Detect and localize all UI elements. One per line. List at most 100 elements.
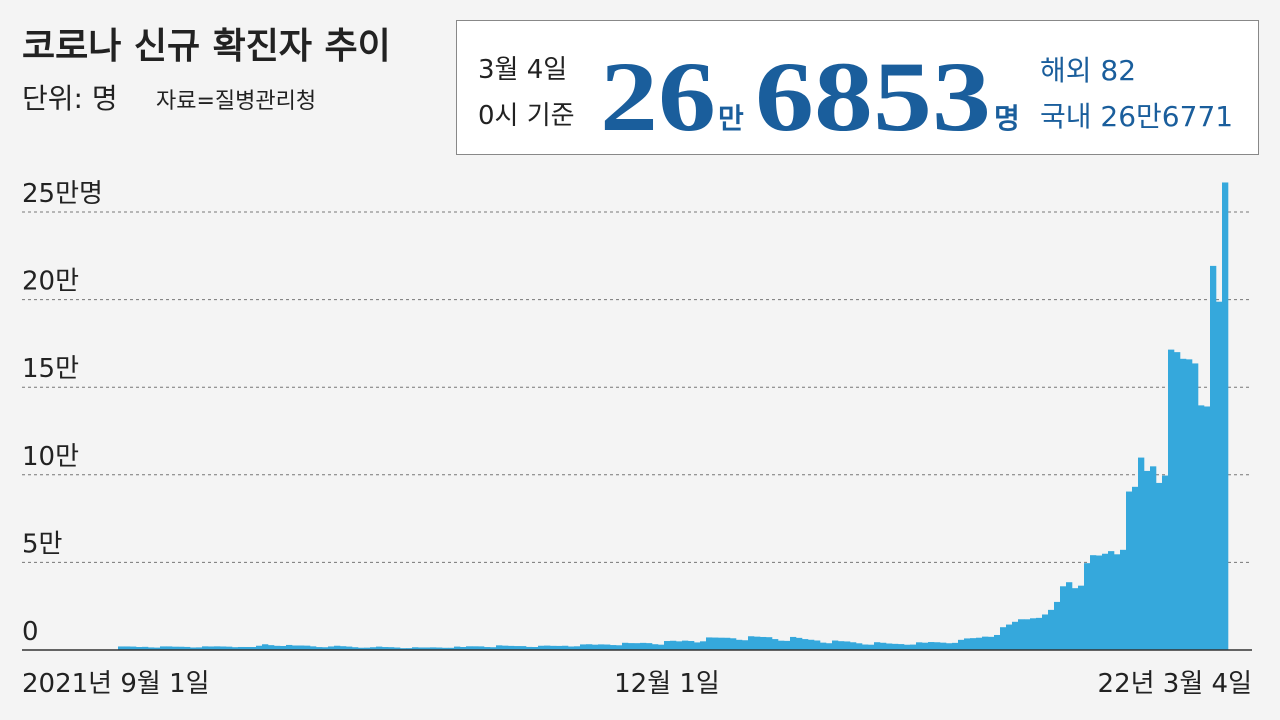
bar: [196, 647, 203, 650]
bar: [664, 641, 671, 650]
bar: [1222, 182, 1229, 650]
bar: [130, 646, 137, 650]
bar: [736, 639, 743, 650]
bar: [628, 643, 635, 650]
bar: [328, 646, 335, 650]
bar: [124, 646, 131, 650]
bar: [580, 644, 587, 650]
bar: [256, 645, 263, 650]
bar: [382, 647, 389, 650]
bar: [856, 643, 863, 650]
bar: [160, 646, 167, 650]
bar: [640, 642, 647, 650]
bar: [742, 640, 749, 650]
bar: [298, 645, 305, 650]
bar: [550, 645, 557, 650]
bar: [484, 647, 491, 650]
bar: [748, 636, 755, 650]
bar: [694, 642, 701, 650]
bar: [556, 645, 563, 650]
bar: [1192, 363, 1199, 650]
headline-basis: 0시 기준: [478, 101, 575, 131]
x-tick-label: 2021년 9월 1일: [22, 669, 210, 699]
bar: [172, 646, 179, 650]
bar: [772, 639, 779, 650]
bar: [832, 640, 839, 650]
y-tick-label: 10만: [22, 442, 79, 472]
bar: [952, 642, 959, 650]
bar: [994, 634, 1001, 650]
bar: [508, 645, 515, 650]
bar: [1000, 627, 1007, 650]
bar: [430, 647, 437, 650]
bar: [184, 646, 191, 650]
bar: [154, 647, 161, 650]
unit-label: 단위: 명: [22, 82, 118, 115]
bar: [982, 636, 989, 650]
bar: [1108, 551, 1115, 650]
bar: [1042, 614, 1049, 650]
bar: [682, 640, 689, 650]
bar: [652, 644, 659, 650]
bar: [262, 644, 269, 650]
bar: [910, 644, 917, 650]
bar: [778, 640, 785, 650]
bar: [1120, 549, 1127, 650]
bar: [892, 643, 899, 650]
bar: [388, 647, 395, 650]
bar: [490, 647, 497, 650]
bar: [214, 646, 221, 650]
bar: [922, 642, 929, 650]
bar: [712, 637, 719, 650]
y-tick-label: 25만명: [22, 179, 103, 209]
bar: [1186, 359, 1193, 650]
bar: [232, 647, 239, 650]
bar: [520, 646, 527, 650]
bar: [1168, 349, 1175, 650]
bar: [598, 644, 605, 650]
bar: [826, 643, 833, 650]
bar: [880, 642, 887, 650]
bar: [304, 645, 311, 650]
bar: [190, 647, 197, 650]
bar: [1132, 486, 1139, 650]
bar: [1156, 482, 1163, 650]
bar: [358, 647, 365, 650]
bar: [460, 647, 467, 650]
bar: [814, 640, 821, 650]
bar: [244, 646, 251, 650]
y-tick-label: 5만: [22, 529, 62, 559]
bar: [616, 645, 623, 650]
bar: [1138, 457, 1145, 650]
bar: [706, 637, 713, 650]
bar: [676, 641, 683, 650]
bar: [790, 636, 797, 650]
headline-date: 3월 4일: [478, 55, 567, 85]
bar: [796, 637, 803, 650]
bar: [1102, 553, 1109, 650]
headline-number: 6853: [755, 41, 991, 152]
bar: [592, 644, 599, 650]
bar: [406, 648, 413, 650]
bar: [136, 647, 143, 650]
bar: [400, 648, 407, 650]
bar: [226, 646, 233, 650]
bar: [988, 636, 995, 650]
bar: [448, 647, 455, 650]
bar: [700, 641, 707, 650]
bar: [1198, 405, 1205, 650]
bar: [766, 637, 773, 650]
bar: [394, 647, 401, 650]
overseas-cases: 해외 82: [1040, 54, 1136, 87]
bar: [424, 647, 431, 650]
bar: [1054, 601, 1061, 650]
bar: [442, 647, 449, 650]
bar: [964, 638, 971, 650]
bar: [868, 644, 875, 650]
bar: [610, 645, 617, 650]
bar: [340, 646, 347, 650]
bar: [334, 645, 341, 650]
bar: [352, 647, 359, 650]
bar: [1090, 555, 1097, 650]
